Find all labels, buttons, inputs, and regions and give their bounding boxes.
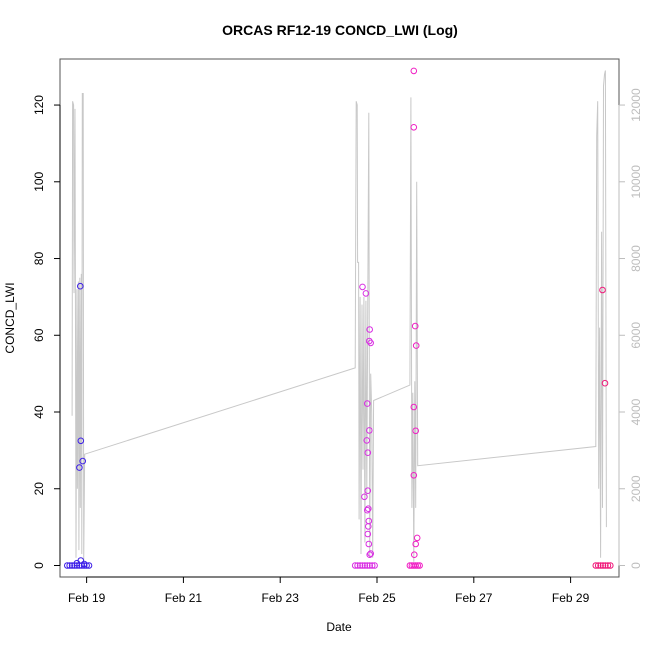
chart-title: ORCAS RF12-19 CONCD_LWI (Log): [222, 22, 458, 38]
data-point: [371, 562, 378, 569]
data-point: [77, 437, 85, 445]
y-tick-label: 100: [32, 171, 46, 191]
data-point: [362, 290, 370, 297]
data-point: [79, 457, 86, 465]
data-point: [364, 449, 372, 457]
y-tick-label: 40: [32, 405, 46, 419]
data-point: [73, 562, 81, 569]
y2-tick-label: 0: [629, 562, 643, 569]
data-point: [413, 534, 421, 542]
data-point: [366, 337, 373, 345]
y2-tick-label: 4000: [629, 398, 643, 425]
data-point: [354, 562, 361, 569]
data-point: [366, 427, 373, 434]
data-point: [410, 403, 418, 411]
data-point: [604, 562, 612, 569]
data-point: [83, 562, 90, 569]
y2-tick-label: 12000: [629, 88, 643, 122]
data-point: [64, 562, 71, 569]
data-point: [359, 283, 366, 291]
data-point: [76, 464, 83, 471]
data-point: [364, 487, 372, 495]
data-point: [68, 562, 76, 569]
y-tick-label: 60: [32, 328, 46, 342]
data-point: [366, 551, 374, 559]
data-point: [412, 427, 420, 435]
data-point: [351, 562, 359, 569]
data-point: [356, 562, 364, 569]
data-point: [412, 540, 420, 548]
data-point: [364, 400, 371, 407]
points-layer: [64, 67, 614, 569]
secondary-line-layer: [71, 70, 607, 562]
data-point: [594, 562, 602, 569]
data-point: [77, 282, 84, 290]
data-point: [411, 551, 418, 559]
y-axis-label: CONCD_LWI: [3, 282, 17, 353]
data-point: [85, 562, 93, 569]
data-point: [361, 493, 368, 501]
data-point: [365, 517, 373, 525]
data-point: [363, 437, 371, 444]
x-tick-label: Feb 27: [455, 591, 493, 605]
x-tick-label: Feb 25: [358, 591, 396, 605]
y2-tick-label: 2000: [629, 475, 643, 502]
data-point: [416, 562, 423, 569]
data-point: [410, 124, 418, 131]
data-point: [364, 562, 371, 569]
data-point: [364, 506, 371, 514]
data-point: [410, 67, 418, 75]
y-tick-label: 20: [32, 482, 46, 496]
data-point: [597, 562, 604, 569]
data-point: [361, 562, 369, 569]
data-point: [366, 326, 374, 333]
data-point: [599, 562, 607, 569]
axes-layer: Feb 19 Feb 21 Feb 23 Feb 25 Feb 27 Feb 29 0 20 4…: [32, 88, 643, 605]
x-tick-label: Feb 23: [262, 591, 300, 605]
data-point: [368, 562, 376, 569]
plot-frame: [59, 58, 620, 578]
data-point: [367, 550, 375, 557]
data-point: [78, 562, 86, 569]
data-point: [602, 562, 609, 569]
data-point: [80, 562, 88, 569]
data-point: [410, 472, 418, 479]
data-point: [71, 562, 78, 569]
data-point: [364, 530, 372, 538]
y-tick-label: 0: [32, 562, 46, 569]
data-point: [66, 562, 73, 569]
data-point: [607, 562, 614, 569]
data-point: [366, 562, 374, 569]
y-tick-label: 120: [32, 95, 46, 115]
data-point: [599, 286, 606, 294]
data-point: [411, 322, 419, 330]
data-point: [414, 562, 422, 569]
y-tick-label: 80: [32, 252, 46, 266]
data-point: [601, 379, 609, 387]
x-tick-label: Feb 19: [68, 591, 106, 605]
y2-tick-label: 8000: [629, 245, 643, 272]
data-point: [365, 523, 372, 530]
data-point: [592, 562, 600, 569]
data-point: [412, 342, 420, 349]
data-point: [76, 562, 83, 569]
data-point: [365, 540, 373, 548]
x-axis-label: Date: [326, 620, 352, 634]
data-point: [359, 562, 366, 569]
y2-tick-label: 6000: [629, 322, 643, 349]
y2-tick-label: 10000: [629, 165, 643, 199]
data-point: [367, 339, 375, 347]
x-tick-label: Feb 29: [552, 591, 590, 605]
data-point: [365, 505, 372, 513]
data-point: [412, 562, 420, 569]
x-tick-label: Feb 21: [165, 591, 203, 605]
secondary-series-line: [71, 70, 607, 562]
